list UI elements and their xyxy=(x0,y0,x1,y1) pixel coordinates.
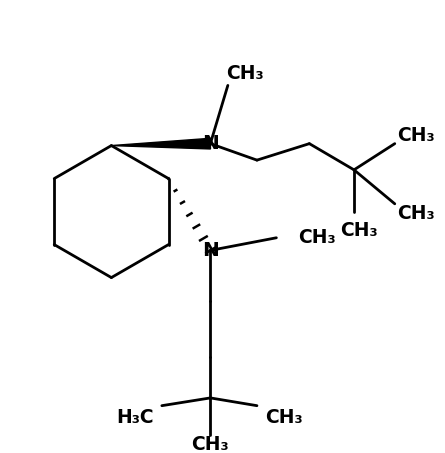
Text: CH₃: CH₃ xyxy=(397,126,435,145)
Text: CH₃: CH₃ xyxy=(265,408,303,427)
Text: N: N xyxy=(202,241,219,260)
Text: CH₃: CH₃ xyxy=(340,222,378,241)
Text: CH₃: CH₃ xyxy=(227,64,264,83)
Text: N: N xyxy=(202,134,219,153)
Text: CH₃: CH₃ xyxy=(298,228,336,247)
Text: CH₃: CH₃ xyxy=(191,435,229,453)
Polygon shape xyxy=(111,138,210,149)
Text: H₃C: H₃C xyxy=(116,408,154,427)
Text: CH₃: CH₃ xyxy=(397,204,435,223)
